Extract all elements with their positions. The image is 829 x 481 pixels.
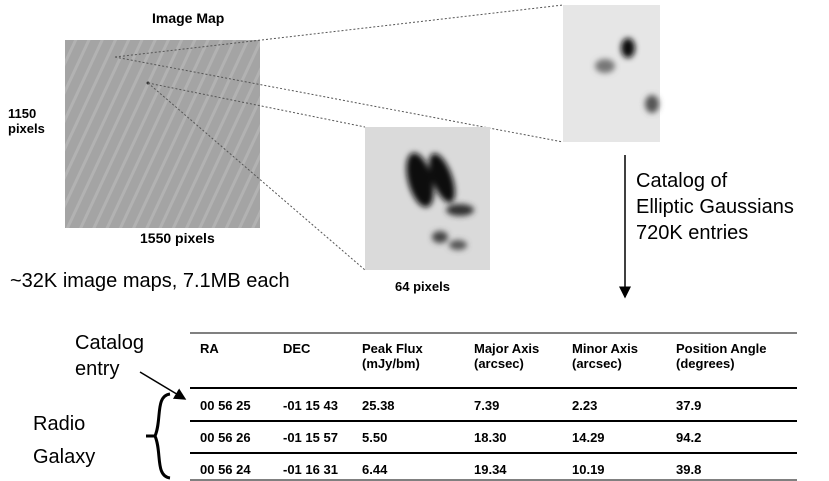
header-line: DEC bbox=[283, 341, 310, 356]
header-line: (mJy/bm) bbox=[362, 356, 423, 371]
note-line: Elliptic Gaussians bbox=[636, 194, 794, 220]
table-cell: 00 56 26 bbox=[200, 430, 251, 445]
table-cell: 25.38 bbox=[362, 398, 395, 413]
header-line: Peak Flux bbox=[362, 341, 423, 356]
height-label-line: 1150 bbox=[8, 106, 45, 121]
table-header: Minor Axis(arcsec) bbox=[572, 341, 638, 371]
table-cell: 39.8 bbox=[676, 462, 701, 477]
header-line: (degrees) bbox=[676, 356, 767, 371]
table-cell: 18.30 bbox=[474, 430, 507, 445]
table-cell: 14.29 bbox=[572, 430, 605, 445]
table-cell: 5.50 bbox=[362, 430, 387, 445]
table-cell: 94.2 bbox=[676, 430, 701, 445]
table-cell: -01 16 31 bbox=[283, 462, 338, 477]
label-line: Galaxy bbox=[33, 441, 95, 474]
header-line: (arcsec) bbox=[572, 356, 638, 371]
table-cell: 00 56 25 bbox=[200, 398, 251, 413]
brace bbox=[146, 394, 170, 478]
image-map bbox=[65, 40, 260, 228]
summary: ~32K image maps, 7.1MB each bbox=[10, 268, 290, 294]
height-label-line: pixels bbox=[8, 121, 45, 136]
table-header: Major Axis(arcsec) bbox=[474, 341, 539, 371]
table-cell: 19.34 bbox=[474, 462, 507, 477]
zoom-image-2 bbox=[365, 127, 490, 270]
table-cell: -01 15 57 bbox=[283, 430, 338, 445]
label-line: Catalog bbox=[75, 330, 144, 356]
table-header: Peak Flux(mJy/bm) bbox=[362, 341, 423, 371]
zoom-image-1 bbox=[563, 5, 660, 142]
table-cell: 10.19 bbox=[572, 462, 605, 477]
zoom-label: 64 pixels bbox=[395, 279, 450, 294]
table-cell: 37.9 bbox=[676, 398, 701, 413]
note-line: Catalog of bbox=[636, 168, 794, 194]
table-cell: 6.44 bbox=[362, 462, 387, 477]
header-line: Position Angle bbox=[676, 341, 767, 356]
table-cell: 2.23 bbox=[572, 398, 597, 413]
note-line: 720K entries bbox=[636, 220, 794, 246]
header-line: Major Axis bbox=[474, 341, 539, 356]
table-header: Position Angle(degrees) bbox=[676, 341, 767, 371]
header-line: (arcsec) bbox=[474, 356, 539, 371]
header-line: RA bbox=[200, 341, 219, 356]
page: Image Map 1150pixels 1550 pixels ~32K im… bbox=[0, 0, 829, 481]
table-cell: 7.39 bbox=[474, 398, 499, 413]
table-header: RA bbox=[200, 341, 219, 356]
table-cell: 00 56 24 bbox=[200, 462, 251, 477]
width-label: 1550 pixels bbox=[140, 230, 215, 246]
label-line: Radio bbox=[33, 408, 95, 441]
header-line: Minor Axis bbox=[572, 341, 638, 356]
label-line: entry bbox=[75, 356, 144, 382]
table-header: DEC bbox=[283, 341, 310, 356]
entry-arrow bbox=[140, 372, 185, 399]
image-map-title: Image Map bbox=[152, 10, 224, 26]
table-cell: -01 15 43 bbox=[283, 398, 338, 413]
